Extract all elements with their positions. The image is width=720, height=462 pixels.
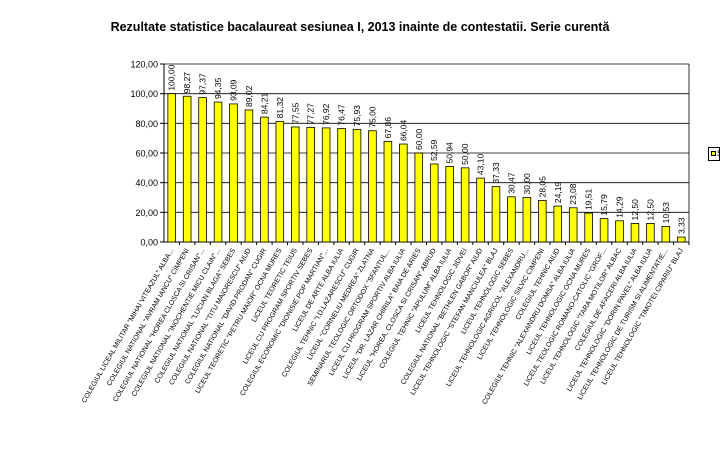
y-tick-label: 80,00 — [135, 119, 158, 129]
data-label: 100,00 — [167, 64, 177, 90]
bar — [414, 152, 424, 243]
bar — [522, 197, 532, 243]
bar — [368, 130, 377, 243]
bar — [244, 109, 254, 243]
bar — [383, 140, 393, 243]
legend-swatch — [711, 151, 716, 156]
data-label: 93,09 — [228, 79, 238, 101]
data-label: 98,27 — [182, 72, 192, 94]
data-label: 23,08 — [568, 183, 578, 205]
bar — [275, 120, 285, 243]
data-label: 94,35 — [213, 78, 223, 100]
data-label: 43,10 — [476, 154, 486, 176]
y-tick-label: 0,00 — [140, 238, 158, 248]
data-label: 66,04 — [398, 119, 408, 141]
legend-label: S — [717, 149, 719, 158]
data-label: 77,27 — [306, 103, 316, 125]
bar — [677, 236, 686, 243]
bar — [213, 101, 223, 243]
bar — [491, 186, 501, 243]
chart-title: Rezultate statistice bacalaureat sesiune… — [110, 20, 610, 34]
bar — [538, 199, 547, 243]
y-tick-label: 120,00 — [130, 60, 158, 70]
data-label: 97,37 — [198, 73, 208, 95]
y-tick-label: 100,00 — [130, 89, 158, 99]
bar — [229, 103, 238, 243]
data-label: 3,33 — [676, 217, 686, 234]
bar — [568, 207, 578, 243]
bar — [167, 93, 176, 243]
bar — [584, 212, 593, 243]
bar — [198, 97, 207, 243]
bar — [630, 223, 640, 243]
data-label: 12,50 — [630, 199, 640, 221]
data-label: 14,29 — [615, 196, 625, 218]
y-tick-label: 60,00 — [135, 149, 158, 159]
data-label: 60,00 — [414, 128, 424, 150]
data-label: 67,86 — [383, 117, 393, 139]
data-label: 28,05 — [537, 176, 547, 198]
bar — [646, 223, 655, 243]
bar — [182, 95, 192, 243]
bar — [615, 220, 624, 243]
data-label: 75,93 — [352, 105, 362, 127]
data-label: 81,32 — [275, 97, 285, 119]
data-label: 50,00 — [460, 143, 470, 165]
data-label: 12,50 — [645, 199, 655, 221]
bar — [445, 166, 454, 243]
data-label: 10,53 — [661, 202, 671, 224]
data-label: 15,79 — [599, 194, 609, 216]
data-label: 24,19 — [553, 182, 563, 204]
y-tick-label: 20,00 — [135, 208, 158, 218]
bar — [290, 126, 300, 243]
bar — [321, 127, 331, 243]
bar — [306, 126, 315, 243]
data-label: 76,47 — [337, 104, 347, 126]
bar — [553, 205, 563, 243]
data-label: 30,47 — [506, 172, 516, 194]
data-label: 75,00 — [367, 106, 377, 128]
data-label: 30,00 — [522, 173, 532, 195]
bar — [260, 116, 269, 243]
data-label: 52,59 — [429, 139, 439, 161]
y-tick-label: 40,00 — [135, 178, 158, 188]
bar — [599, 218, 609, 243]
data-label: 77,55 — [290, 102, 300, 124]
data-label: 37,33 — [491, 162, 501, 184]
data-label: 84,21 — [259, 93, 269, 115]
bar — [507, 196, 516, 243]
bar — [399, 143, 408, 243]
data-label: 19,51 — [584, 189, 594, 211]
bar — [460, 167, 470, 243]
data-label: 50,94 — [445, 142, 455, 164]
bar — [337, 128, 346, 243]
data-label: 89,02 — [244, 85, 254, 107]
bar — [352, 128, 362, 243]
bar — [476, 177, 485, 243]
bar — [661, 225, 671, 243]
data-label: 76,92 — [321, 103, 331, 125]
bar — [429, 163, 439, 243]
legend: S — [708, 147, 720, 161]
